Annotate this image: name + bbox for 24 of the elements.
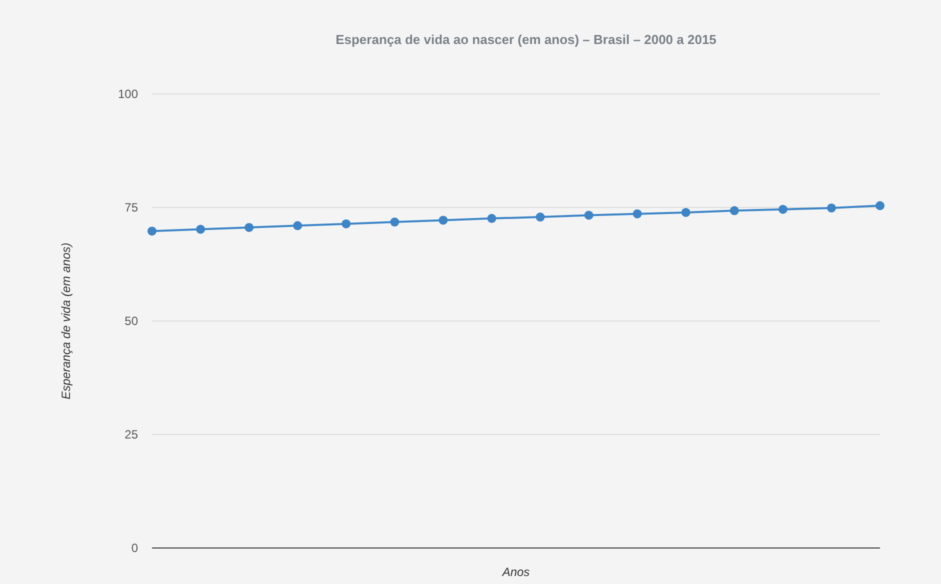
point [438,216,448,225]
point [584,210,594,220]
point [487,214,496,223]
point [196,224,206,234]
x-axis-title: Anos [501,565,530,579]
point [293,221,302,230]
y-tick-label: 100 [118,87,138,101]
point [244,222,254,232]
point [681,208,690,217]
y-tick-label: 0 [131,541,138,555]
y-tick-label: 50 [124,314,138,328]
point [826,203,836,212]
point [632,209,642,218]
point [730,206,739,216]
point [342,219,351,228]
point [390,218,400,227]
point [876,201,884,210]
point [536,212,545,222]
y-tick-label: 25 [124,428,138,442]
y-axis-title: Esperança de vida (em anos) [59,242,73,400]
y-tick-label: 75 [124,200,138,214]
point [778,204,788,214]
chart-title: Esperança de vida ao nascer (em anos) – Brasil – 2000 a 2015 [336,32,716,47]
point [148,226,156,236]
